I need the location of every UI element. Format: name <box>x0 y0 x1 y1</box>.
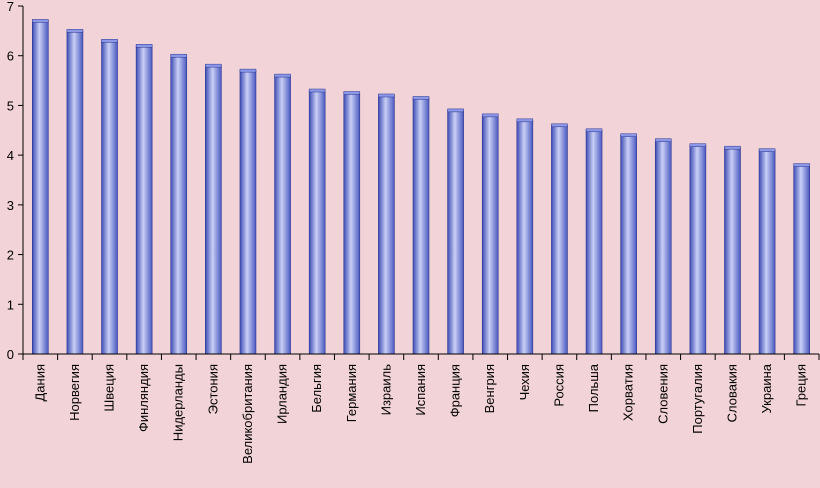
x-category-label: Нидерланды <box>171 364 186 441</box>
bar-7 <box>239 70 257 355</box>
x-category-label: Израиль <box>378 364 393 416</box>
x-category-label: Испания <box>413 364 428 416</box>
bar-3 <box>101 40 118 355</box>
bar-4 <box>135 45 153 355</box>
y-tick-label: 4 <box>7 148 14 163</box>
x-category-label: Норвегия <box>67 364 82 421</box>
y-tick-label: 0 <box>7 347 14 362</box>
bar-top-6 <box>205 63 222 68</box>
x-category-label: Франция <box>448 364 463 417</box>
y-tick-label: 2 <box>7 248 14 263</box>
x-category-label: Швеция <box>102 364 117 412</box>
x-category-label: Бельгия <box>309 364 324 413</box>
bar-12 <box>412 97 430 355</box>
bar-top-2 <box>66 29 84 33</box>
bar-top-23 <box>793 163 810 167</box>
x-category-label: Хорватия <box>621 364 636 421</box>
bar-19 <box>654 139 672 355</box>
bar-14 <box>481 115 499 355</box>
bar-top-12 <box>412 96 430 100</box>
bar-10 <box>343 92 361 355</box>
bar-top-11 <box>378 93 395 98</box>
bar-8 <box>274 75 291 355</box>
bar-2 <box>66 30 84 355</box>
bar-top-5 <box>170 53 187 58</box>
bar-top-4 <box>135 44 153 48</box>
x-category-label: Польша <box>586 363 601 412</box>
bar-top-14 <box>481 113 499 118</box>
bar-1 <box>32 20 49 355</box>
y-tick-label: 5 <box>7 98 14 113</box>
bar-top-18 <box>620 133 637 138</box>
bar-17 <box>585 129 603 355</box>
bar-23 <box>793 164 810 355</box>
bar-top-1 <box>32 19 49 23</box>
bar-top-22 <box>758 148 776 152</box>
bar-5 <box>170 55 188 355</box>
bar-6 <box>205 65 222 355</box>
x-category-label: Германия <box>344 364 359 422</box>
x-category-label: Португалия <box>690 364 705 434</box>
y-axis: 0 1 2 3 4 5 6 7 <box>7 0 24 362</box>
y-tick-label: 6 <box>7 49 14 64</box>
x-category-label: Финляндия <box>136 364 151 432</box>
bar-top-16 <box>551 123 568 128</box>
bar-top-8 <box>274 73 291 78</box>
y-tick-label: 1 <box>7 297 14 312</box>
x-category-label: Словакия <box>724 364 739 422</box>
bar-top-13 <box>447 108 464 113</box>
x-category-label: Чехия <box>517 364 532 400</box>
x-category-label: Словения <box>655 364 670 424</box>
bar-21 <box>724 147 741 355</box>
bar-11 <box>378 95 395 355</box>
x-category-label: Дания <box>32 364 47 402</box>
bar-top-10 <box>343 91 361 95</box>
bar-13 <box>447 110 464 355</box>
x-category-label: Венгрия <box>482 364 497 413</box>
x-category-label: Украина <box>759 363 774 413</box>
x-axis: Дания Норвегия Швеция Финляндия Нидерланды Эс… <box>22 353 820 464</box>
bar-top-21 <box>724 145 741 150</box>
bar-20 <box>689 144 707 355</box>
bar-22 <box>758 149 776 355</box>
x-category-label: Эстония <box>205 364 220 414</box>
y-tick-label: 7 <box>7 0 14 14</box>
y-tick-label: 3 <box>7 198 14 213</box>
bar-top-15 <box>516 118 534 123</box>
bar-18 <box>620 134 637 355</box>
bar-16 <box>551 125 568 355</box>
bars <box>32 19 810 355</box>
bar-9 <box>308 90 326 355</box>
bar-top-19 <box>655 138 672 142</box>
bar-top-20 <box>689 143 707 147</box>
x-category-label: Ирландия <box>275 364 290 424</box>
bar-15 <box>516 120 534 355</box>
x-category-label: Великобритания <box>240 364 255 464</box>
x-category-label: Греция <box>794 364 809 407</box>
bar-top-3 <box>101 39 118 43</box>
x-category-label: Россия <box>551 364 566 407</box>
bar-top-9 <box>308 88 326 93</box>
bar-top-7 <box>239 68 257 73</box>
bar-top-17 <box>585 128 603 133</box>
